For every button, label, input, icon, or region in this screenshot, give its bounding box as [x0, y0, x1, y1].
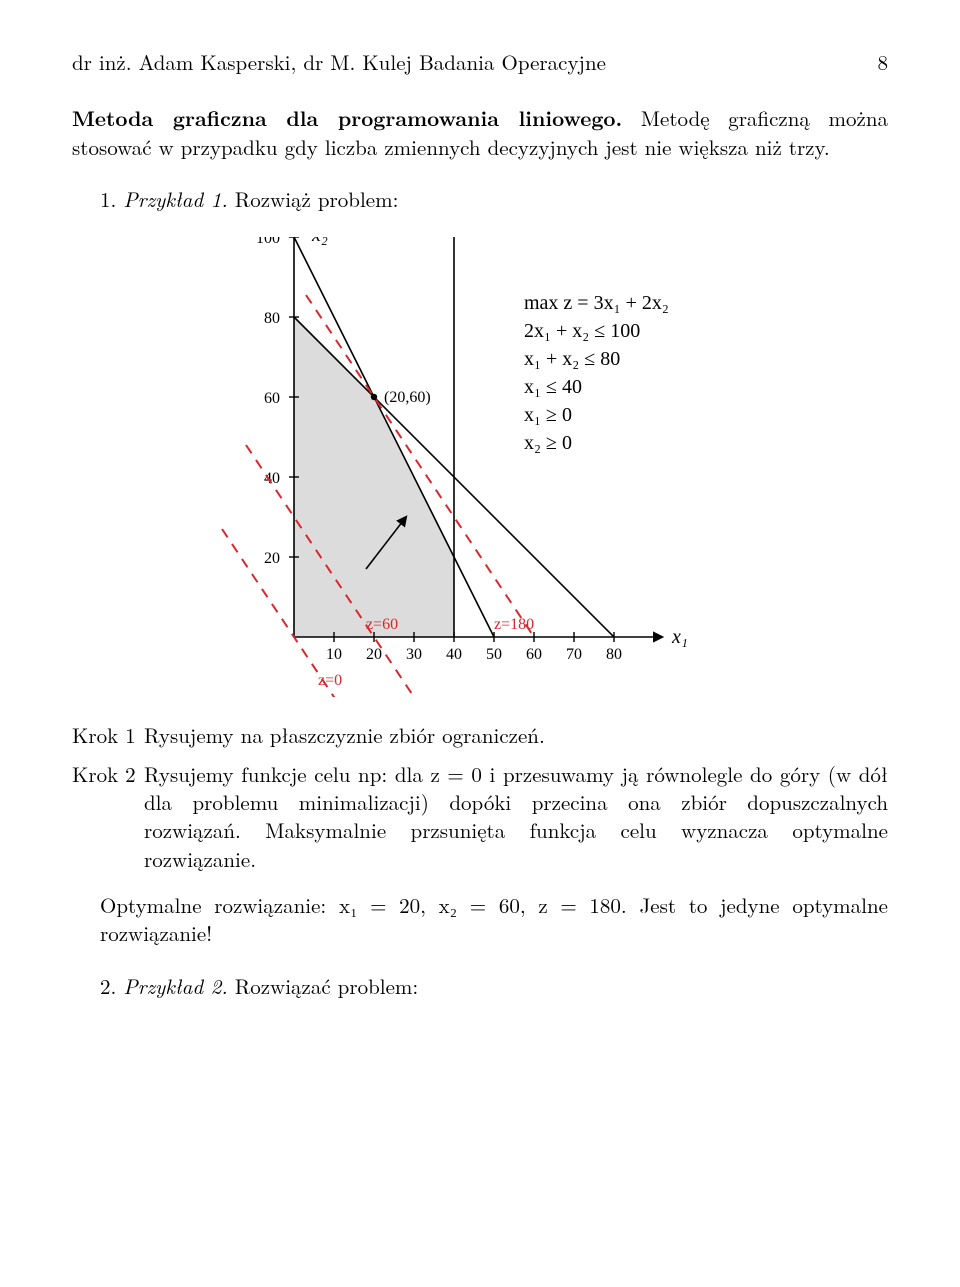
svg-text:x₁ ≤ 40: x₁ ≤ 40 [524, 376, 582, 398]
example-1-line: 1. Przykład 1. Rozwiąż problem: [100, 185, 888, 213]
header-left: dr inż. Adam Kasperski, dr M. Kulej Bada… [72, 48, 606, 76]
svg-text:40: 40 [264, 470, 280, 487]
svg-text:60: 60 [526, 646, 542, 663]
example-2-number: 2. [100, 971, 123, 1001]
intro-title: Metoda graficzna dla programowania linio… [72, 103, 622, 133]
svg-text:50: 50 [486, 646, 502, 663]
example-2-rest: Rozwiązać problem: [228, 971, 419, 1001]
step-2-label: Krok 2 [72, 760, 144, 788]
svg-text:40: 40 [446, 646, 462, 663]
optimal-line: Optymalne rozwiązanie: x₁ = 20, x₂ = 60,… [100, 891, 888, 948]
example-1-label: Przykład 1. [123, 184, 227, 214]
example-1-number: 1. [100, 184, 123, 214]
running-head: dr inż. Adam Kasperski, dr M. Kulej Bada… [72, 48, 888, 76]
steps: Krok 1 Rysujemy na płaszczyznie zbiór og… [72, 721, 888, 873]
svg-text:x₂ ≥ 0: x₂ ≥ 0 [524, 432, 572, 454]
page: dr inż. Adam Kasperski, dr M. Kulej Bada… [0, 0, 960, 1287]
step-1-text: Rysujemy na płaszczyznie zbiór ogranicze… [144, 721, 888, 749]
svg-text:60: 60 [264, 390, 280, 407]
svg-text:70: 70 [566, 646, 582, 663]
step-2-text: Rysujemy funkcje celu np: dla z = 0 i pr… [144, 760, 888, 873]
svg-text:20: 20 [366, 646, 382, 663]
svg-text:2x₁ + x₂ ≤ 100: 2x₁ + x₂ ≤ 100 [524, 320, 640, 342]
svg-text:z=60: z=60 [366, 616, 398, 633]
intro-paragraph: Metoda graficzna dla programowania linio… [72, 104, 888, 161]
svg-text:max z = 3x₁ + 2x₂: max z = 3x₁ + 2x₂ [524, 292, 669, 314]
svg-text:30: 30 [406, 646, 422, 663]
example-2-line: 2. Przykład 2. Rozwiązać problem: [100, 972, 888, 1000]
svg-text:x₁: x₁ [671, 626, 688, 648]
svg-text:(20,60): (20,60) [384, 389, 431, 406]
page-number: 8 [878, 48, 889, 76]
svg-text:80: 80 [606, 646, 622, 663]
lp-chart: 10 20 30 40 50 60 70 80 20 40 60 80 100 z=0 z=60 z=180 (… [130, 237, 830, 697]
svg-text:x₂: x₂ [311, 237, 328, 246]
svg-text:x₁ ≥ 0: x₁ ≥ 0 [524, 404, 572, 426]
svg-text:100: 100 [256, 237, 280, 247]
svg-text:z=180: z=180 [494, 616, 534, 633]
svg-text:10: 10 [326, 646, 342, 663]
step-1: Krok 1 Rysujemy na płaszczyznie zbiór og… [72, 721, 888, 749]
step-1-label: Krok 1 [72, 721, 144, 749]
step-2: Krok 2 Rysujemy funkcje celu np: dla z =… [72, 760, 888, 873]
example-1-rest: Rozwiąż problem: [228, 184, 399, 214]
example-2-label: Przykład 2. [123, 971, 227, 1001]
svg-text:z=0: z=0 [318, 672, 342, 689]
svg-text:20: 20 [264, 550, 280, 567]
figure: 10 20 30 40 50 60 70 80 20 40 60 80 100 z=0 z=60 z=180 (… [72, 237, 888, 697]
svg-text:x₁ + x₂ ≤ 80: x₁ + x₂ ≤ 80 [524, 348, 620, 370]
svg-text:80: 80 [264, 310, 280, 327]
